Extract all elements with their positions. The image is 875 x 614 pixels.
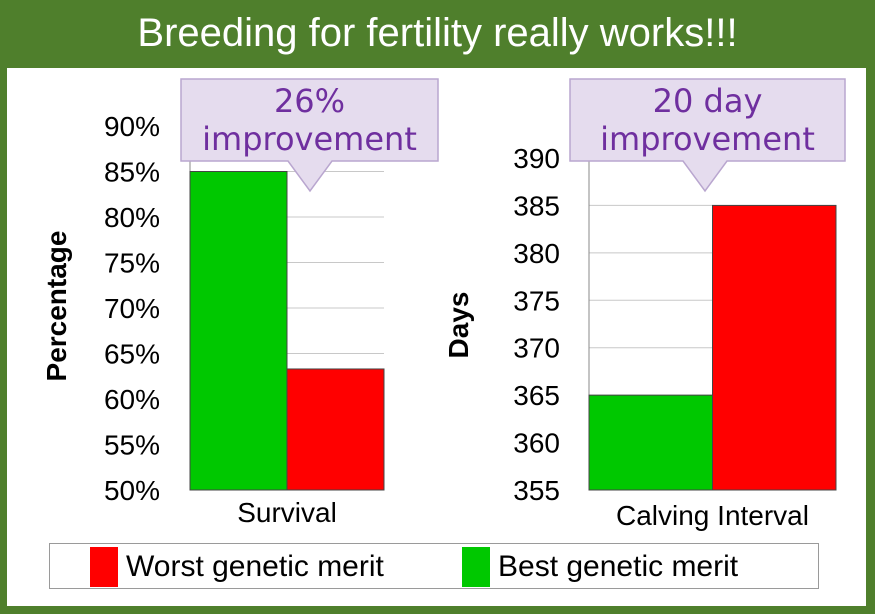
y-tick-label: 365	[513, 380, 560, 411]
y-tick-label: 50%	[104, 475, 160, 506]
legend-label-worst: Worst genetic merit	[126, 550, 384, 583]
legend-swatch-best	[462, 547, 490, 587]
y-tick-label: 75%	[104, 248, 160, 279]
y-tick-label: 360	[513, 428, 560, 459]
y-tick-label: 85%	[104, 157, 160, 188]
y-tick-label: 380	[513, 238, 560, 269]
callout-text: improvement	[600, 120, 815, 158]
y-tick-label: 55%	[104, 430, 160, 461]
callout-box	[569, 78, 846, 193]
legend-swatch-worst	[90, 547, 118, 587]
y-tick-label: 70%	[104, 293, 160, 324]
y-tick-label: 390	[513, 143, 560, 174]
x-category-label: Survival	[237, 497, 337, 528]
slide-title: Breeding for fertility really works!!!	[137, 11, 738, 55]
y-axis-label: Percentage	[41, 231, 72, 382]
legend-item-best: Best genetic merit	[462, 544, 738, 590]
legend-item-worst: Worst genetic merit	[90, 544, 384, 590]
x-category-label: Calving Interval	[616, 500, 809, 531]
y-tick-label: 385	[513, 190, 560, 221]
legend: Worst genetic merit Best genetic merit	[49, 543, 819, 589]
y-tick-label: 90%	[104, 111, 160, 142]
y-tick-label: 355	[513, 475, 560, 506]
bar-worst	[712, 204, 837, 491]
callout-text: improvement	[202, 120, 417, 158]
bar-best	[588, 394, 713, 491]
callout-text: 26%	[274, 82, 345, 120]
y-tick-label: 375	[513, 285, 560, 316]
bar-best	[189, 171, 288, 491]
callout-box	[180, 78, 439, 193]
y-tick-label: 60%	[104, 384, 160, 415]
callout-text: 20 day	[653, 82, 763, 120]
y-axis-label: Days	[443, 292, 474, 359]
y-tick-label: 80%	[104, 202, 160, 233]
bar-worst	[286, 368, 385, 491]
legend-label-best: Best genetic merit	[498, 550, 739, 583]
y-tick-label: 370	[513, 333, 560, 364]
y-tick-label: 65%	[104, 339, 160, 370]
